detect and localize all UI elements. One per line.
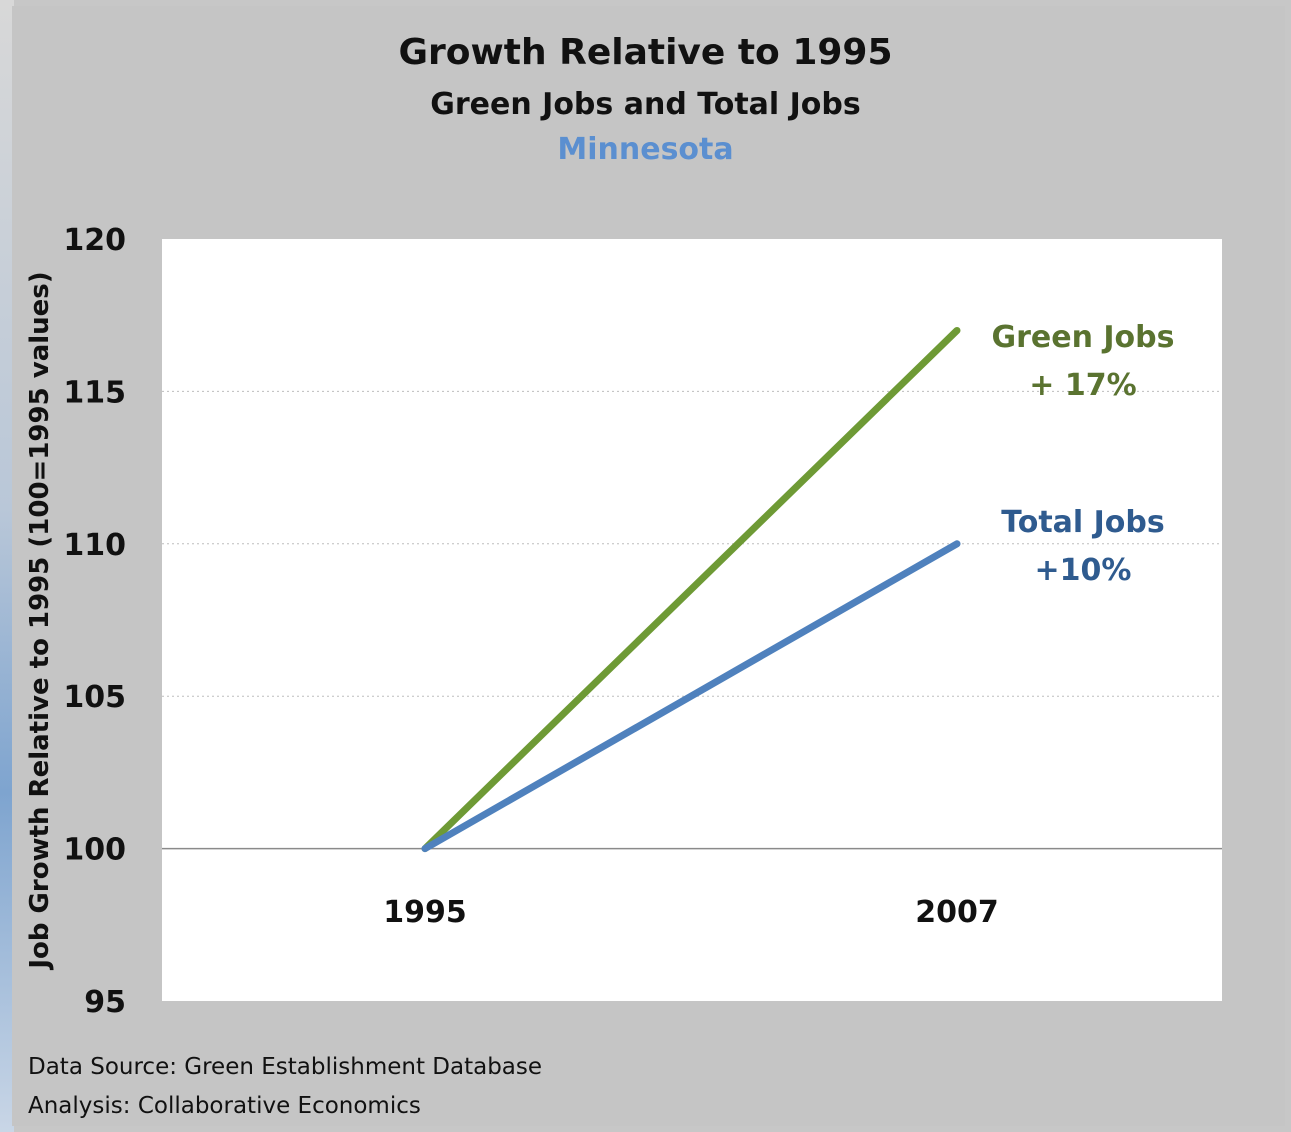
y-tick-label: 100 <box>63 833 126 868</box>
series-line <box>421 326 961 853</box>
y-axis-ticks: 95 100 105 110 115 120 <box>63 223 126 1020</box>
chart-title: Growth Relative to 1995 <box>398 32 893 73</box>
series-labels: Green Jobs + 17% Total Jobs +10% <box>991 320 1174 588</box>
series-label: Total Jobs <box>1001 505 1165 540</box>
series-label: +10% <box>1035 553 1132 588</box>
grid-lines <box>162 390 1222 850</box>
y-axis-label: Job Growth Relative to 1995 (100=1995 va… <box>25 271 55 970</box>
y-tick-label: 95 <box>84 985 126 1020</box>
series-lines <box>421 326 961 853</box>
x-axis-ticks: 1995 2007 <box>383 895 999 930</box>
y-tick-label: 120 <box>63 223 126 258</box>
chart-subtitle: Green Jobs and Total Jobs <box>430 87 861 122</box>
series-label: + 17% <box>1029 368 1136 403</box>
y-tick-label: 115 <box>63 375 126 410</box>
x-tick-label: 1995 <box>383 895 467 930</box>
chart-region: Minnesota <box>557 132 734 167</box>
data-source-note: Data Source: Green Establishment Databas… <box>28 1054 543 1080</box>
series-line <box>421 540 961 853</box>
y-tick-label: 105 <box>63 680 126 715</box>
left-edge-strip <box>0 0 14 1132</box>
y-tick-label: 110 <box>63 528 126 563</box>
series-label: Green Jobs <box>991 320 1174 355</box>
analysis-note: Analysis: Collaborative Economics <box>28 1093 421 1119</box>
x-tick-label: 2007 <box>915 895 999 930</box>
plot-area <box>162 239 1222 1001</box>
